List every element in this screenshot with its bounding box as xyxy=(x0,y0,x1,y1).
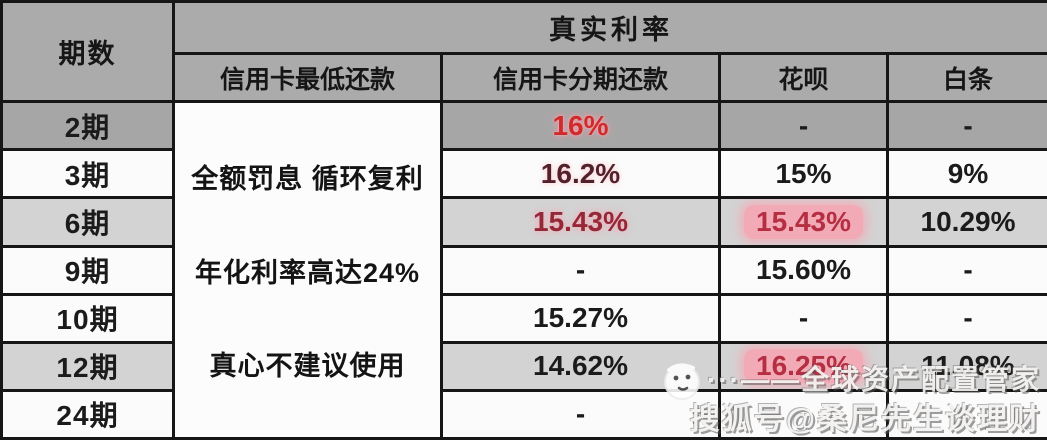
huabei-rate-cell: 15.60% xyxy=(718,244,889,296)
installment-rate-cell: 15.43% xyxy=(440,196,721,248)
huabei-rate-cell: 15% xyxy=(718,148,889,200)
baitiao-rate-cell xyxy=(886,388,1047,440)
note-line: 真心不建议使用 xyxy=(209,350,406,381)
table-row-24qi: 24期 - xyxy=(0,388,1047,440)
period-label-cell: 9期 xyxy=(0,244,175,296)
highlighted-rate: 15.43% xyxy=(744,204,863,239)
periods-column-header: 期数 xyxy=(0,0,175,104)
period-label-cell: 6期 xyxy=(0,196,175,248)
installment-rate-cell: 16% xyxy=(440,100,721,152)
huabei-rate-cell: - xyxy=(718,100,889,152)
huabei-rate-cell xyxy=(718,388,889,440)
installment-rate-cell: 15.27% xyxy=(440,292,721,344)
min-payment-note: 全额罚息 循环复利 年化利率高达24% 真心不建议使用 xyxy=(177,105,439,436)
baitiao-rate-cell: - xyxy=(886,244,1047,296)
period-label-cell: 12期 xyxy=(0,340,175,392)
baitiao-rate-cell: 9% xyxy=(886,148,1047,200)
baitiao-rate-cell: 10.29% xyxy=(886,196,1047,248)
table-row-3qi: 3期 16.2% 15% 9% xyxy=(0,148,1047,200)
note-line: 年化利率高达24% xyxy=(194,257,421,288)
installment-rate-cell: - xyxy=(440,388,721,440)
period-label-cell: 24期 xyxy=(0,388,175,440)
highlighted-rate: 16.25% xyxy=(744,349,863,384)
installment-rate-cell: 14.62% xyxy=(440,340,721,392)
column-header-installment: 信用卡分期还款 xyxy=(440,52,721,104)
period-label-cell: 2期 xyxy=(0,100,175,152)
note-line: 全额罚息 循环复利 xyxy=(191,164,424,195)
table-row-10qi: 10期 15.27% - - xyxy=(0,292,1047,344)
real-rate-title-header: 真实利率 xyxy=(172,0,1047,56)
column-header-baitiao: 白条 xyxy=(886,52,1047,104)
installment-rate-cell: 16.2% xyxy=(440,148,721,200)
period-label-cell: 3期 xyxy=(0,148,175,200)
table-row-12qi: 12期 14.62% 16.25% 11.08% xyxy=(0,340,1047,392)
min-payment-note-cell: 全额罚息 循环复利 年化利率高达24% 真心不建议使用 xyxy=(172,100,443,440)
table-row-2qi: 2期 全额罚息 循环复利 年化利率高达24% 真心不建议使用 16% - - xyxy=(0,100,1047,440)
baitiao-rate-cell: 11.08% xyxy=(886,340,1047,392)
column-header-min-payment: 信用卡最低还款 xyxy=(172,52,443,104)
period-label-cell: 10期 xyxy=(0,292,175,344)
huabei-rate-cell: 16.25% xyxy=(718,340,889,392)
column-header-huabei: 花呗 xyxy=(718,52,889,104)
huabei-rate-cell: - xyxy=(718,292,889,344)
baitiao-rate-cell: - xyxy=(886,100,1047,152)
huabei-rate-cell: 15.43% xyxy=(718,196,889,248)
baitiao-rate-cell: - xyxy=(886,292,1047,344)
table-row-6qi: 6期 15.43% 15.43% 10.29% xyxy=(0,196,1047,248)
table-row-9qi: 9期 - 15.60% - xyxy=(0,244,1047,296)
installment-rate-cell: - xyxy=(440,244,721,296)
